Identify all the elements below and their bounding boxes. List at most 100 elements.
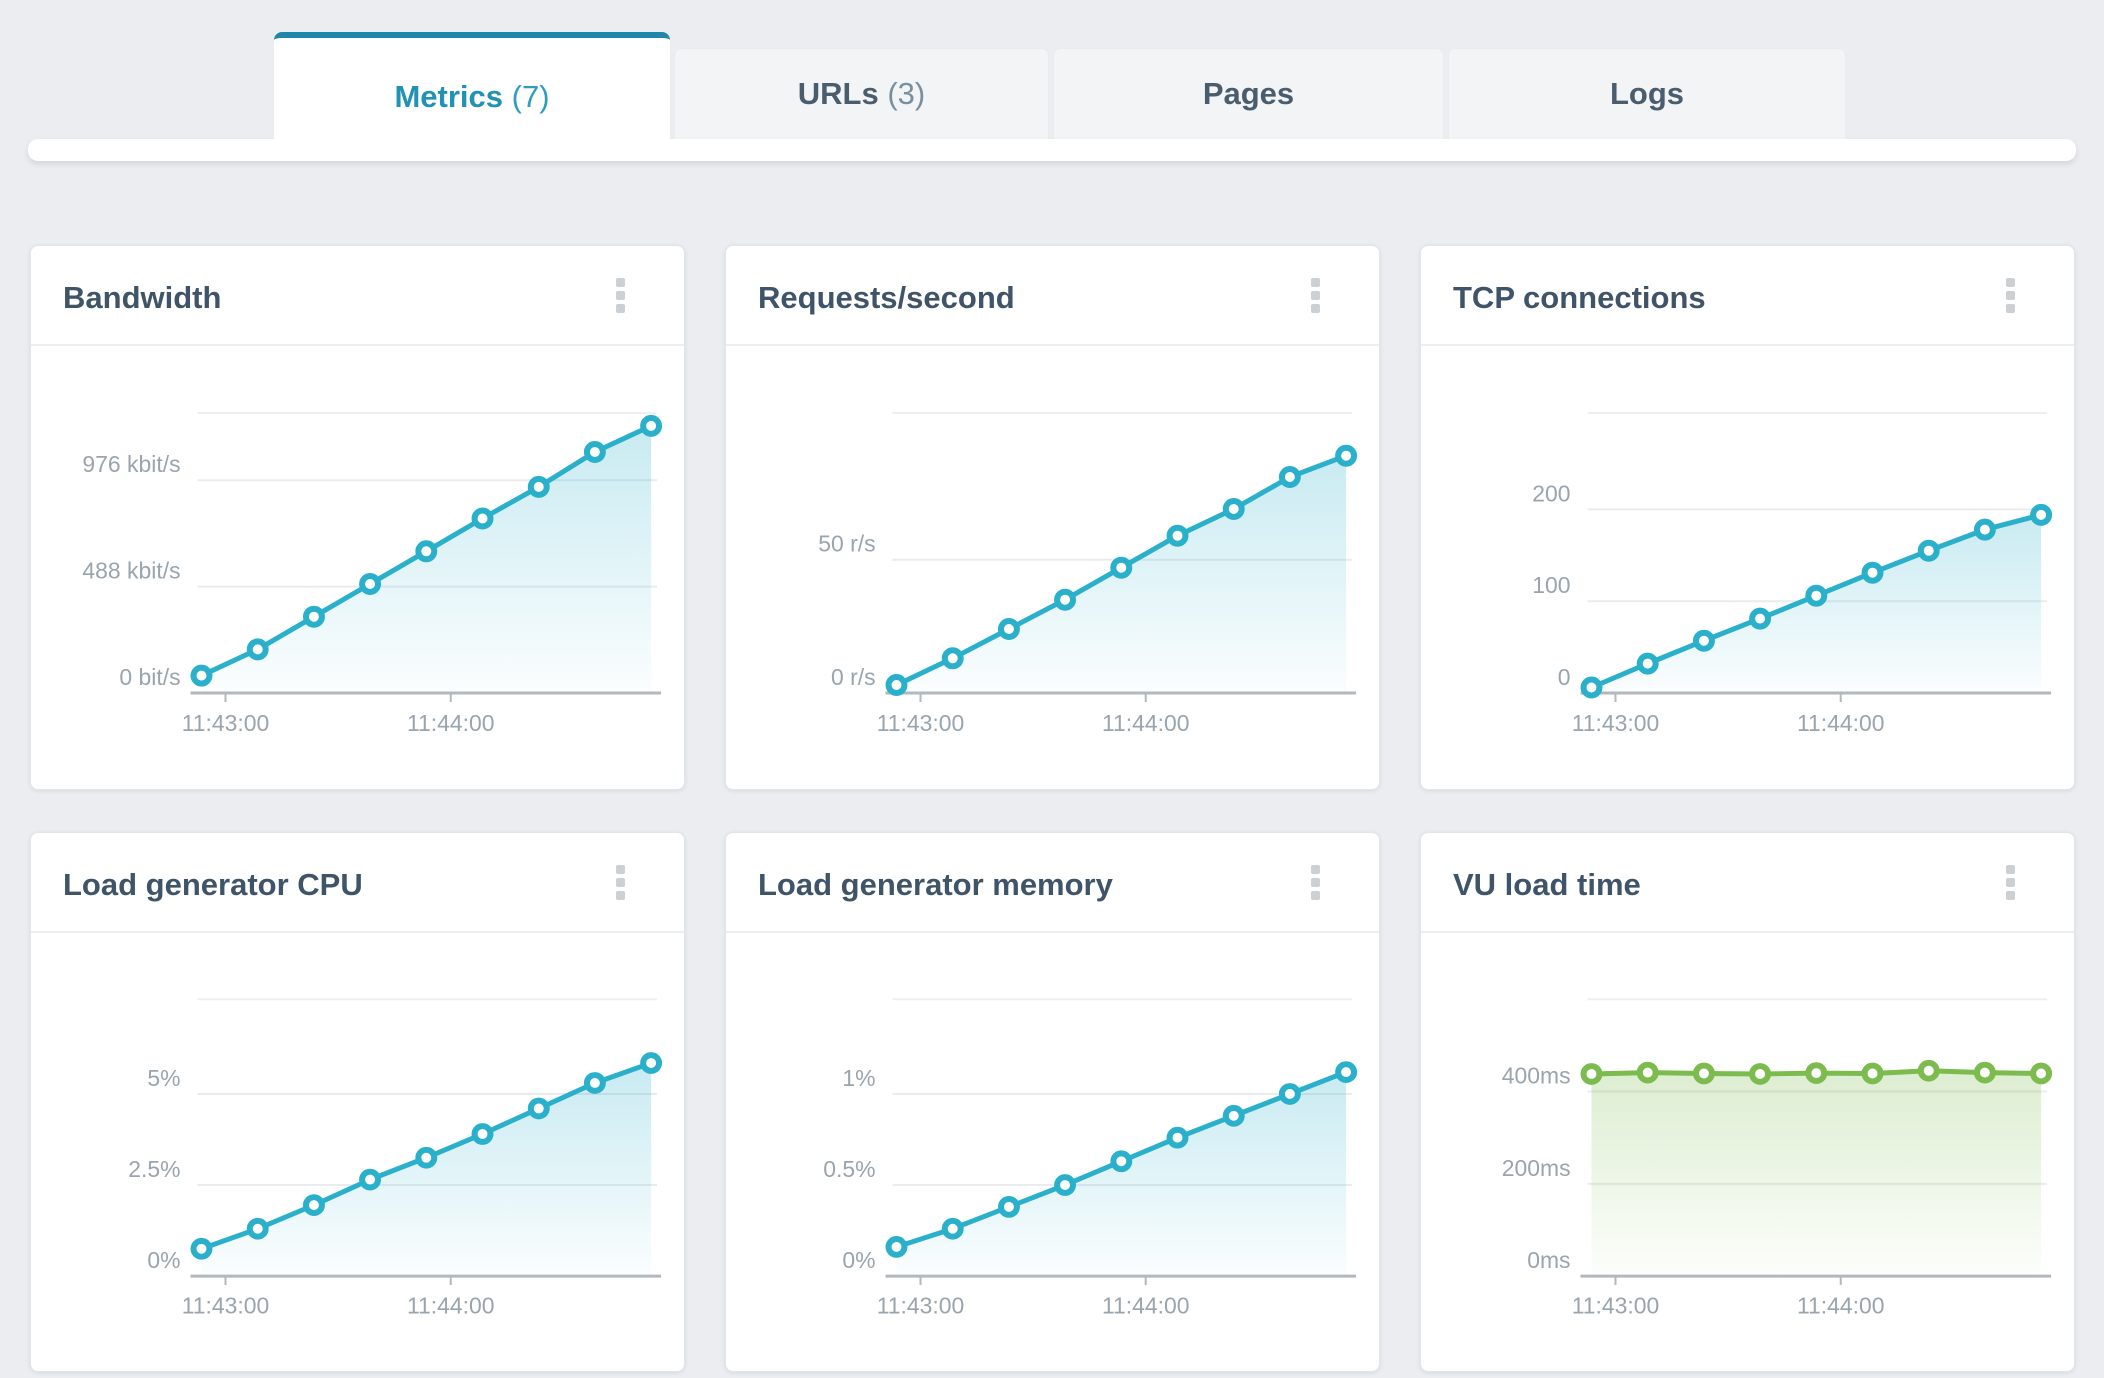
data-point-marker [941, 1217, 964, 1240]
x-axis-label: 11:44:00 [407, 710, 495, 736]
chart-tcp-connections: 0 100 200 11:43:00 11:44:00 [1421, 346, 2074, 789]
data-point-marker [583, 1072, 606, 1094]
card-title-load-generator-cpu: Load generator CPU [63, 867, 363, 902]
chart-bandwidth: 0 bit/s 488 kbit/s 976 kbit/s 11:43:00 11:4… [31, 346, 684, 789]
chart-svg: 0 bit/s 488 kbit/s 976 kbit/s 11:43:00 11:4… [82, 412, 663, 736]
x-axis-label: 11:44:00 [1102, 1293, 1190, 1319]
data-point-marker [1278, 1083, 1301, 1105]
chart-load-generator-cpu: 0% 2.5% 5% 11:43:00 11:44:00 [31, 933, 684, 1371]
data-point-marker [583, 441, 606, 463]
metric-card-requests-second: Requests/second 0 r/s 50 r/s 11:43:00 11:44… [725, 245, 1380, 790]
metric-card-vu-load-time: VU load time 0ms 200ms 400ms 11:43:00 11:44:… [1420, 832, 2075, 1372]
data-point-marker [246, 638, 269, 661]
card-header: Load generator memory [726, 833, 1379, 933]
data-point-marker [1166, 1126, 1189, 1149]
tab-metrics[interactable]: Metrics (7) [274, 32, 670, 161]
data-point-marker [1749, 607, 1772, 630]
x-axis-label: 11:43:00 [182, 710, 270, 736]
data-point-marker [640, 1052, 663, 1074]
kebab-dot [2005, 277, 2015, 287]
kebab-dot [615, 303, 625, 313]
y-axis-label: 0ms [1527, 1247, 1570, 1273]
y-axis-label: 100 [1532, 572, 1570, 598]
data-point-marker [1692, 1062, 1715, 1085]
kebab-menu-icon[interactable] [1990, 857, 2030, 907]
kebab-menu-icon[interactable] [1295, 857, 1335, 907]
card-title-bandwidth: Bandwidth [63, 280, 222, 315]
data-point-marker [1917, 1059, 1940, 1082]
data-point-marker [1110, 556, 1133, 579]
data-point-marker [1222, 1104, 1245, 1127]
data-point-marker [1580, 676, 1603, 699]
data-point-marker [471, 1123, 494, 1145]
chart-requests-second: 0 r/s 50 r/s 11:43:00 11:44:00 [726, 346, 1379, 789]
tab-metrics-label: Metrics [394, 79, 504, 114]
metric-card-load-generator-memory: Load generator memory 0% 0.5% 1% 11:43:00 11… [725, 832, 1380, 1372]
kebab-menu-icon[interactable] [1295, 270, 1335, 320]
kebab-dot [1310, 303, 1320, 313]
data-point-marker [1692, 629, 1715, 652]
data-point-marker [1110, 1150, 1133, 1173]
data-point-marker [997, 618, 1020, 640]
kebab-menu-icon[interactable] [600, 270, 640, 320]
data-point-marker [302, 605, 325, 628]
tab-logs[interactable]: Logs [1448, 48, 1846, 139]
data-point-marker [1973, 518, 1996, 541]
data-point-marker [302, 1194, 325, 1216]
data-point-marker [359, 573, 382, 595]
data-point-marker [1054, 588, 1077, 611]
data-point-marker [246, 1217, 269, 1240]
kebab-dot [1310, 277, 1320, 287]
data-point-marker [1973, 1061, 1996, 1084]
data-point-marker [1054, 1174, 1077, 1196]
card-header: Bandwidth [31, 246, 684, 346]
metric-card-bandwidth: Bandwidth 0 bit/s 488 kbit/s 976 kbit/s 11:… [30, 245, 685, 790]
tab-urls-label: URLs [797, 76, 879, 111]
tab-metrics-count: (7) [511, 79, 550, 114]
kebab-dot [615, 877, 625, 887]
data-point-marker [1222, 498, 1245, 520]
data-point-marker [1636, 652, 1659, 675]
data-point-marker [415, 540, 438, 563]
kebab-dot [1310, 890, 1320, 900]
y-axis-label: 200ms [1502, 1155, 1571, 1181]
y-axis-label: 0 bit/s [119, 664, 180, 690]
tab-urls[interactable]: URLs (3) [674, 48, 1049, 139]
data-point-marker [527, 1097, 550, 1120]
data-point-marker [527, 475, 550, 498]
tab-pages[interactable]: Pages [1053, 48, 1444, 139]
kebab-dot [2005, 877, 2015, 887]
chart-svg: 0 100 200 11:43:00 11:44:00 [1532, 412, 2053, 736]
data-point-marker [190, 1237, 213, 1260]
x-axis-label: 11:43:00 [1572, 1293, 1660, 1319]
data-point-marker [1166, 524, 1189, 547]
kebab-menu-icon[interactable] [1990, 270, 2030, 320]
x-axis-label: 11:44:00 [407, 1293, 495, 1319]
data-point-marker [941, 647, 964, 670]
area-fill [201, 1063, 652, 1277]
kebab-dot [2005, 890, 2015, 900]
card-title-vu-load-time: VU load time [1453, 867, 1641, 902]
data-point-marker [640, 414, 663, 437]
data-point-marker [359, 1168, 382, 1191]
kebab-dot [615, 864, 625, 874]
y-axis-label: 0% [842, 1247, 875, 1273]
data-point-marker [1861, 1062, 1884, 1085]
y-axis-label: 0.5% [823, 1156, 875, 1182]
card-title-load-generator-memory: Load generator memory [758, 867, 1113, 902]
data-point-marker [1805, 1062, 1828, 1084]
x-axis-label: 11:43:00 [877, 710, 965, 736]
kebab-menu-icon[interactable] [600, 857, 640, 907]
kebab-dot [2005, 290, 2015, 300]
x-axis-label: 11:43:00 [1572, 710, 1660, 736]
card-title-tcp-connections: TCP connections [1453, 280, 1706, 315]
y-axis-label: 0% [147, 1247, 180, 1273]
data-point-marker [190, 664, 213, 687]
kebab-dot [615, 277, 625, 287]
kebab-dot [2005, 864, 2015, 874]
kebab-dot [615, 890, 625, 900]
y-axis-label: 5% [147, 1065, 180, 1091]
card-title-requests-second: Requests/second [758, 280, 1015, 315]
chart-svg: 0 r/s 50 r/s 11:43:00 11:44:00 [818, 412, 1358, 736]
data-point-marker [1861, 561, 1884, 584]
